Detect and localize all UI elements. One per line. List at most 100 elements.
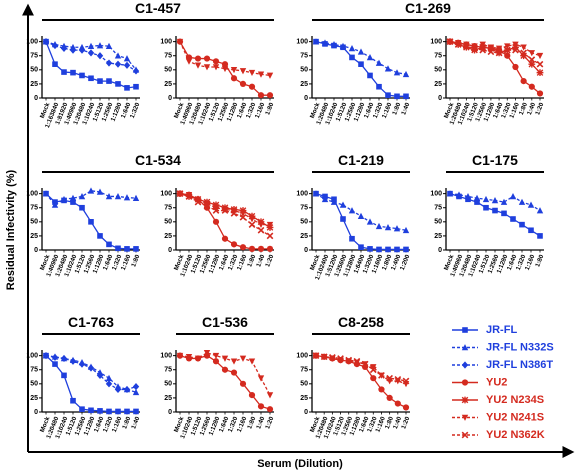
data-point bbox=[378, 386, 385, 393]
x-tick-label: 1:80 bbox=[246, 253, 257, 268]
y-tick-label: 75 bbox=[30, 367, 38, 374]
data-point bbox=[330, 41, 338, 48]
series-line bbox=[449, 41, 541, 74]
series-line bbox=[45, 190, 137, 206]
data-point bbox=[51, 353, 59, 361]
y-tick-label: 0 bbox=[34, 409, 38, 416]
data-point bbox=[339, 42, 347, 49]
legend-label: YU2 N234S bbox=[486, 394, 544, 406]
data-point bbox=[123, 55, 131, 62]
data-point bbox=[402, 70, 410, 78]
series-line bbox=[45, 354, 137, 393]
x-tick-label: 1:40 bbox=[400, 101, 411, 116]
data-point bbox=[361, 360, 369, 368]
y-tick-label: 0 bbox=[304, 95, 308, 102]
data-point bbox=[266, 392, 274, 399]
y-tick-label: 100 bbox=[296, 190, 308, 197]
data-point bbox=[339, 201, 347, 208]
data-point bbox=[123, 385, 131, 394]
legend-marker bbox=[461, 379, 469, 386]
panel-title: C1-536 bbox=[202, 314, 248, 330]
data-point bbox=[69, 357, 77, 365]
data-point bbox=[79, 72, 85, 79]
data-point bbox=[123, 61, 131, 69]
data-point bbox=[348, 45, 356, 52]
data-point bbox=[124, 246, 130, 252]
data-point bbox=[212, 207, 220, 214]
data-point bbox=[239, 68, 247, 75]
data-point bbox=[512, 41, 519, 48]
series-line bbox=[315, 193, 407, 231]
y-tick-label: 25 bbox=[30, 233, 38, 240]
y-tick-label: 50 bbox=[300, 219, 308, 226]
data-point bbox=[487, 44, 495, 51]
data-point bbox=[503, 46, 511, 54]
data-point bbox=[78, 193, 86, 200]
legend-label: YU2 N241S bbox=[486, 411, 544, 423]
data-point bbox=[239, 207, 247, 214]
data-point bbox=[105, 193, 113, 200]
data-point bbox=[124, 408, 130, 415]
data-point bbox=[248, 69, 256, 77]
data-point bbox=[462, 42, 470, 50]
data-point bbox=[454, 41, 462, 48]
x-tick-label: 1:20 bbox=[264, 253, 275, 268]
y-tick-label: 0 bbox=[34, 247, 38, 254]
data-point bbox=[42, 38, 50, 46]
y-tick-label: 100 bbox=[26, 38, 38, 45]
data-point bbox=[96, 52, 104, 60]
data-point bbox=[349, 235, 355, 242]
data-point bbox=[132, 67, 140, 75]
data-point bbox=[52, 361, 58, 367]
y-tick-label: 75 bbox=[164, 367, 172, 374]
y-tick-label: 50 bbox=[434, 219, 442, 226]
y-tick-label: 25 bbox=[434, 81, 442, 88]
data-point bbox=[105, 380, 113, 388]
data-point bbox=[340, 216, 346, 222]
data-point bbox=[479, 41, 486, 48]
data-point bbox=[257, 221, 265, 229]
data-point bbox=[504, 43, 511, 50]
y-tick-label: 0 bbox=[168, 95, 172, 102]
data-point bbox=[79, 406, 85, 412]
x-tick-label: 1:80 bbox=[130, 253, 141, 268]
data-point bbox=[366, 218, 374, 225]
data-point bbox=[375, 59, 383, 66]
data-point bbox=[487, 48, 495, 56]
data-point bbox=[105, 374, 113, 381]
data-point bbox=[367, 72, 373, 79]
data-point bbox=[385, 246, 391, 253]
data-point bbox=[353, 357, 361, 365]
y-tick-label: 75 bbox=[164, 205, 172, 212]
data-point bbox=[501, 210, 507, 217]
data-point bbox=[257, 403, 265, 410]
y-tick-label: 25 bbox=[300, 395, 308, 402]
data-point bbox=[482, 195, 490, 203]
data-point bbox=[106, 241, 112, 248]
y-tick-label: 100 bbox=[26, 352, 38, 359]
data-point bbox=[348, 207, 356, 214]
data-point bbox=[115, 408, 121, 415]
data-point bbox=[512, 63, 519, 71]
y-tick-label: 0 bbox=[304, 247, 308, 254]
data-point bbox=[518, 198, 526, 205]
data-point bbox=[70, 199, 76, 205]
data-point bbox=[133, 83, 139, 90]
y-tick-label: 50 bbox=[30, 381, 38, 388]
x-tick-label: 1:20 bbox=[264, 415, 275, 430]
data-point bbox=[446, 190, 454, 197]
y-tick-label: 100 bbox=[160, 190, 172, 197]
data-point bbox=[266, 232, 274, 240]
y-tick-label: 75 bbox=[300, 53, 308, 60]
data-point bbox=[52, 61, 58, 67]
data-point bbox=[106, 78, 112, 84]
data-point bbox=[528, 227, 534, 234]
x-tick-label: 1:80 bbox=[391, 101, 402, 116]
data-point bbox=[471, 43, 478, 50]
legend-label: YU2 bbox=[486, 376, 507, 388]
data-point bbox=[509, 193, 517, 200]
data-point bbox=[479, 46, 487, 54]
data-point bbox=[185, 58, 193, 65]
series-line bbox=[179, 354, 271, 410]
data-point bbox=[114, 60, 122, 68]
